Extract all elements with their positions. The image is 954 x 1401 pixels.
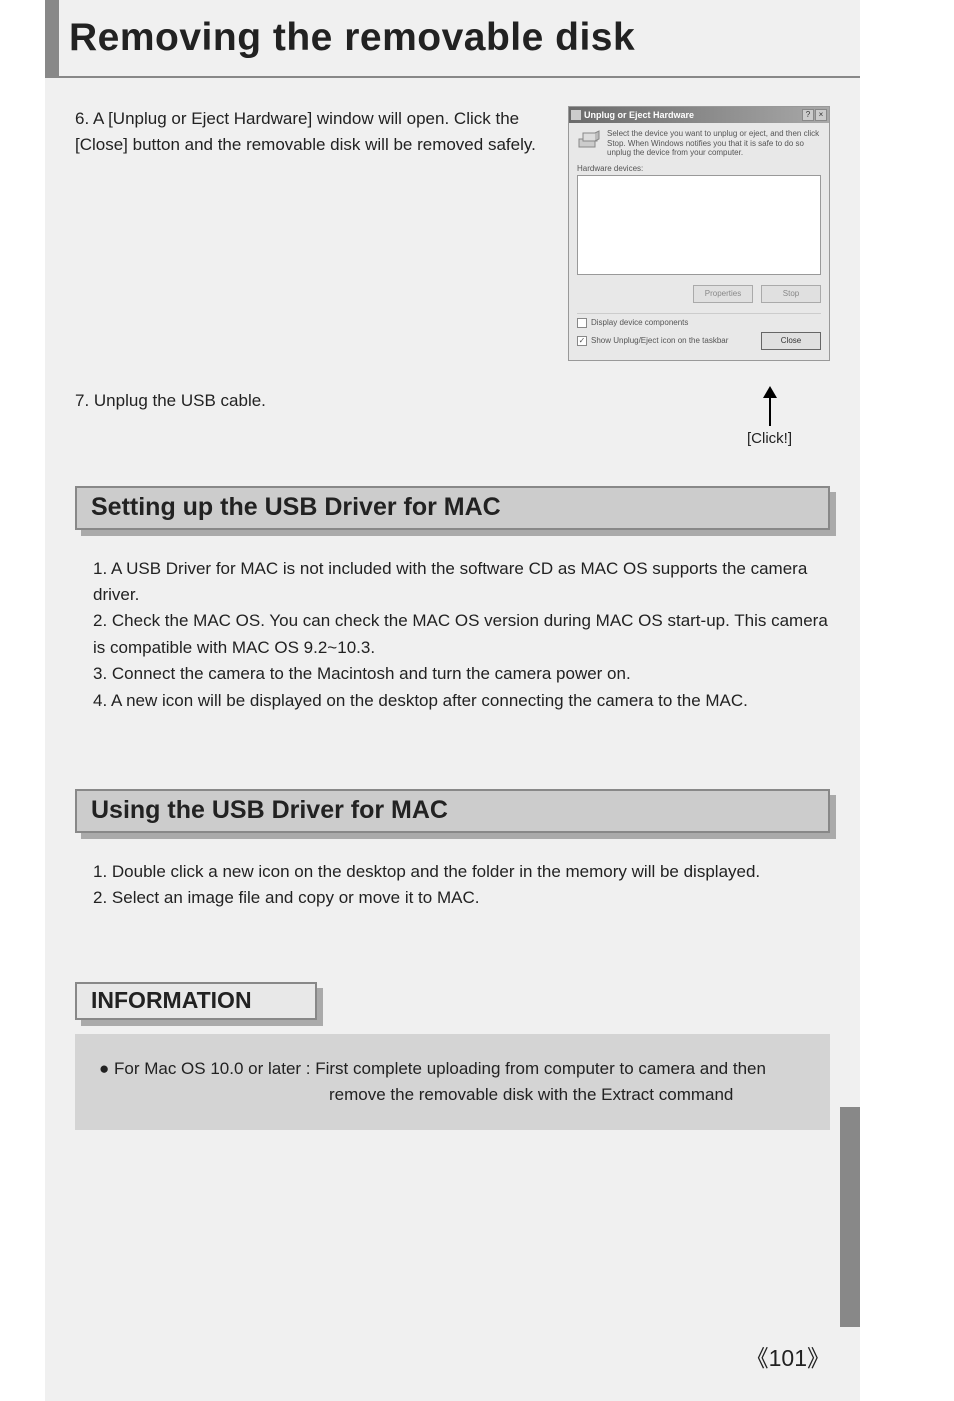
- check2-label: Show Unplug/Eject icon on the taskbar: [591, 336, 728, 345]
- section1-heading-text: Setting up the USB Driver for MAC: [91, 493, 501, 522]
- close-button[interactable]: Close: [761, 332, 821, 350]
- dialog-info-text: Select the device you want to unplug or …: [607, 129, 821, 158]
- section2-body: 1. Double click a new icon on the deskto…: [75, 859, 830, 912]
- step6-block: 6. A [Unplug or Eject Hardware] window w…: [75, 106, 830, 361]
- section2-line2: 2. Select an image file and copy or move…: [93, 885, 830, 911]
- dialog-body: Select the device you want to unplug or …: [569, 123, 829, 360]
- devices-listbox[interactable]: [577, 175, 821, 275]
- section1-line1: 1. A USB Driver for MAC is not included …: [93, 556, 830, 609]
- section1-line4: 4. A new icon will be displayed on the d…: [93, 688, 830, 714]
- section1-body: 1. A USB Driver for MAC is not included …: [75, 556, 830, 714]
- display-components-check[interactable]: Display device components: [577, 318, 688, 328]
- hardware-icon: [577, 129, 601, 153]
- section1-heading: Setting up the USB Driver for MAC: [75, 486, 830, 530]
- page-number: 《101》: [746, 1339, 830, 1373]
- info-heading-text: INFORMATION: [91, 987, 252, 1014]
- devices-label: Hardware devices:: [577, 164, 821, 173]
- dialog-separator: [577, 313, 821, 314]
- page-number-value: 101: [769, 1345, 807, 1371]
- info-line1: ● For Mac OS 10.0 or later : First compl…: [99, 1056, 806, 1082]
- checkbox-icon: [577, 318, 587, 328]
- dialog-help-button[interactable]: ?: [802, 109, 814, 121]
- page-title: Removing the removable disk: [69, 16, 635, 60]
- title-bar: Removing the removable disk: [45, 0, 860, 78]
- page-container: Removing the removable disk 6. A [Unplug…: [45, 0, 860, 1401]
- info-line2: remove the removable disk with the Extra…: [99, 1082, 806, 1108]
- dialog-title-text: Unplug or Eject Hardware: [584, 110, 694, 120]
- dialog-mid-buttons: Properties Stop: [577, 285, 821, 303]
- step6-text: 6. A [Unplug or Eject Hardware] window w…: [75, 106, 553, 157]
- checkbox-icon: ✓: [577, 336, 587, 346]
- info-heading: INFORMATION: [75, 982, 317, 1020]
- click-arrow-annotation: [Click!]: [747, 386, 792, 447]
- info-body: ● For Mac OS 10.0 or later : First compl…: [75, 1034, 830, 1131]
- dialog-info-row: Select the device you want to unplug or …: [577, 129, 821, 158]
- show-icon-check[interactable]: ✓ Show Unplug/Eject icon on the taskbar: [577, 336, 728, 346]
- section1-line3: 3. Connect the camera to the Macintosh a…: [93, 661, 830, 687]
- click-label: [Click!]: [747, 430, 792, 447]
- side-tab: [840, 1107, 860, 1327]
- check1-label: Display device components: [591, 318, 688, 327]
- properties-button[interactable]: Properties: [693, 285, 753, 303]
- section2-heading: Using the USB Driver for MAC: [75, 789, 830, 833]
- dialog-title-label: Unplug or Eject Hardware: [571, 110, 694, 120]
- dialog-checks: Display device components ✓ Show Unplug/…: [577, 318, 821, 350]
- stop-button[interactable]: Stop: [761, 285, 821, 303]
- section2-heading-text: Using the USB Driver for MAC: [91, 796, 448, 825]
- dialog-titlebar: Unplug or Eject Hardware ? ×: [569, 107, 829, 123]
- arrow-line: [769, 398, 771, 426]
- step7-text: 7. Unplug the USB cable.: [75, 391, 830, 411]
- section1-line2: 2. Check the MAC OS. You can check the M…: [93, 608, 830, 661]
- dialog-title-icon: [571, 110, 581, 120]
- dialog-column: Unplug or Eject Hardware ? × Select t: [568, 106, 830, 361]
- section2-line1: 1. Double click a new icon on the deskto…: [93, 859, 830, 885]
- arrow-head-icon: [763, 386, 777, 398]
- unplug-dialog: Unplug or Eject Hardware ? × Select t: [568, 106, 830, 361]
- title-marker: [45, 0, 59, 77]
- content-area: 6. A [Unplug or Eject Hardware] window w…: [45, 106, 860, 1130]
- dialog-close-x-button[interactable]: ×: [815, 109, 827, 121]
